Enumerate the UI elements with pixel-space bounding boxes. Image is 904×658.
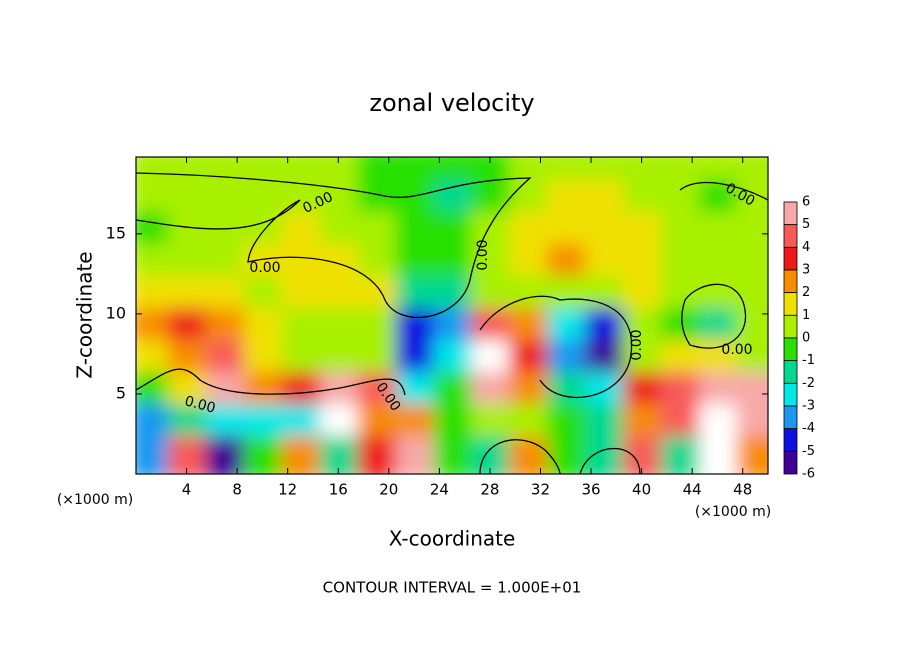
contour-label: 0.00: [721, 342, 752, 358]
contour-label: 0.00: [629, 329, 645, 360]
y-tick-label: 15: [106, 223, 126, 242]
x-tick-label: 36: [581, 481, 600, 499]
x-axis-label: X-coordinate: [389, 527, 516, 551]
x-tick-label: 32: [531, 481, 550, 499]
colorbar-swatch: [783, 314, 798, 339]
colorbar-label: -5: [802, 444, 815, 459]
x-tick-label: 8: [232, 481, 242, 499]
colorbar-label: 6: [802, 195, 810, 210]
x-tick-label: 48: [733, 481, 752, 499]
footer: CONTOUR INTERVAL = 1.000E+01: [323, 579, 582, 597]
y-tick-label: 10: [106, 303, 126, 322]
colorbar-swatch: [783, 337, 798, 362]
colorbar-swatch: [783, 269, 798, 294]
contour-lines: [136, 172, 768, 474]
colorbar-swatch: [783, 405, 798, 430]
colorbar-label: 2: [802, 285, 810, 300]
x-tick-label: 12: [278, 481, 297, 499]
contour-label: 0.00: [249, 260, 280, 276]
colorbar-label: -1: [802, 353, 815, 368]
colorbar-label: -4: [802, 421, 815, 436]
colorbar-swatch: [783, 360, 798, 384]
colorbar-swatch: [783, 382, 798, 407]
colorbar-label: 1: [802, 308, 810, 323]
colorbar-swatch: [783, 450, 798, 475]
x-unit-label: (×1000 m): [57, 492, 133, 508]
colorbar-swatch: [783, 246, 798, 271]
plot-frame: [135, 156, 769, 475]
x-tick-label: 24: [430, 481, 449, 499]
colorbar-label: 0: [802, 331, 810, 346]
colorbar-label: 4: [802, 240, 810, 255]
colorbar-label: -6: [802, 467, 815, 482]
colorbar-label: -2: [802, 376, 815, 391]
x-tick-label: 4: [182, 481, 192, 499]
colorbar-swatch: [783, 201, 798, 226]
colorbar-label: 3: [802, 263, 810, 278]
x-tick-label: 20: [379, 481, 398, 499]
x-unit-label: (×1000 m): [695, 504, 771, 520]
colorbar-swatch: [783, 428, 798, 452]
colorbar-label: -3: [802, 399, 815, 414]
cell: [736, 435, 768, 474]
field: [136, 157, 768, 474]
x-tick-label: 40: [632, 481, 651, 499]
x-tick-label: 28: [480, 481, 499, 499]
y-axis-label: Z-coordinate: [73, 251, 97, 378]
chart-title: zonal velocity: [369, 89, 534, 117]
colorbar-swatch: [783, 292, 798, 316]
colorbar-swatch: [783, 224, 798, 248]
colorbar-label: 5: [802, 217, 810, 232]
x-tick-label: 44: [683, 481, 702, 499]
x-tick-label: 16: [329, 481, 348, 499]
contour-label: 0.00: [475, 239, 491, 270]
y-tick-label: 5: [116, 383, 126, 402]
contour-label: 0.00: [183, 393, 217, 417]
